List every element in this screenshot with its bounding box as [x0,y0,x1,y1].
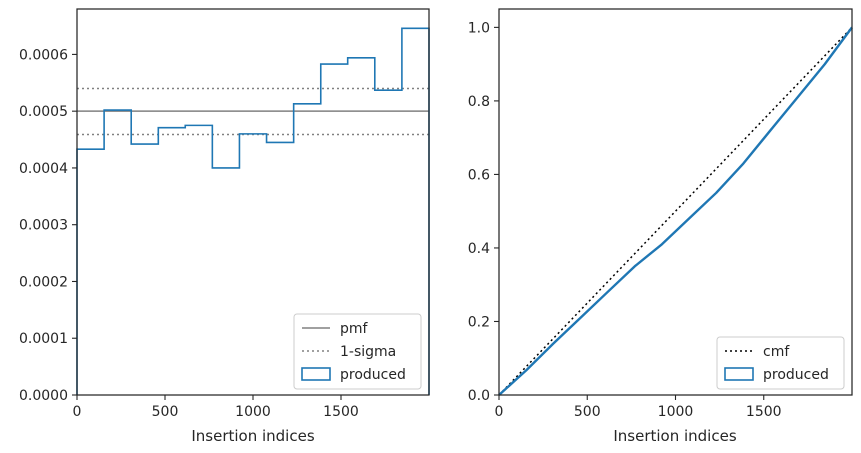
right-x-tick-label: 0 [495,404,504,420]
left-y-tick-label: 0.0004 [19,161,68,177]
left-x-tick-label: 0 [73,404,82,420]
left-panel: 0 500 1000 1500 0.00000.00010.00020.00030.0… [19,8,430,445]
right-x-ticks: 0 500 1000 1500 [495,395,782,420]
right-x-tick-label: 1500 [746,404,782,420]
left-y-tick-label: 0.0006 [19,47,68,63]
right-y-ticks: 0.0 0.2 0.4 0.6 0.8 1.0 [468,20,499,404]
produced-cumulative-line [498,26,853,396]
right-x-axis-label: Insertion indices [613,427,736,445]
left-legend-box [293,313,422,390]
right-legend: cmf produced [716,336,845,390]
produced-histogram [76,27,430,395]
right-y-tick-label: 0.2 [468,314,490,330]
legend-label: produced [763,367,829,383]
left-y-ticks: 0.0000 0.0001 0.0002 0.0003 0.0004 0.0005 0.00… [19,47,77,404]
right-y-tick-label: 0.0 [468,388,490,404]
right-y-tick-label: 0.8 [468,94,490,110]
right-panel: 0 500 1000 1500 0.0 0.2 0.4 0.6 0.8 1.0 Insertio… [468,8,853,445]
left-plot-area [76,27,430,395]
legend-swatch-produced [301,367,331,381]
left-x-ticks: 0 500 1000 1500 [73,395,359,420]
right-y-tick-label: 0.6 [468,167,490,183]
left-x-axis-label: Insertion indices [191,427,314,445]
left-legend: pmf 1-sigma produced [293,313,422,390]
right-plot-area [498,26,853,396]
left-x-tick-label: 500 [152,404,179,420]
left-y-tick-label: 0.0000 [19,388,68,404]
left-y-tick-label: 0.0003 [19,218,68,234]
legend-label: produced [340,367,406,383]
legend-label: cmf [763,344,790,360]
legend-label: 1-sigma [340,344,396,360]
right-x-tick-label: 1000 [658,404,694,420]
right-y-tick-label: 1.0 [468,20,490,36]
legend-swatch-produced [724,367,754,381]
left-y-tick-label: 0.0001 [19,331,68,347]
right-y-tick-label: 0.4 [468,241,490,257]
legend-label: pmf [340,321,369,337]
left-x-tick-label: 1500 [323,404,359,420]
right-legend-box [716,336,845,390]
right-x-tick-label: 500 [574,404,601,420]
left-y-tick-label: 0.0005 [19,104,68,120]
left-x-tick-label: 1000 [235,404,271,420]
left-y-tick-label: 0.0002 [19,274,68,290]
